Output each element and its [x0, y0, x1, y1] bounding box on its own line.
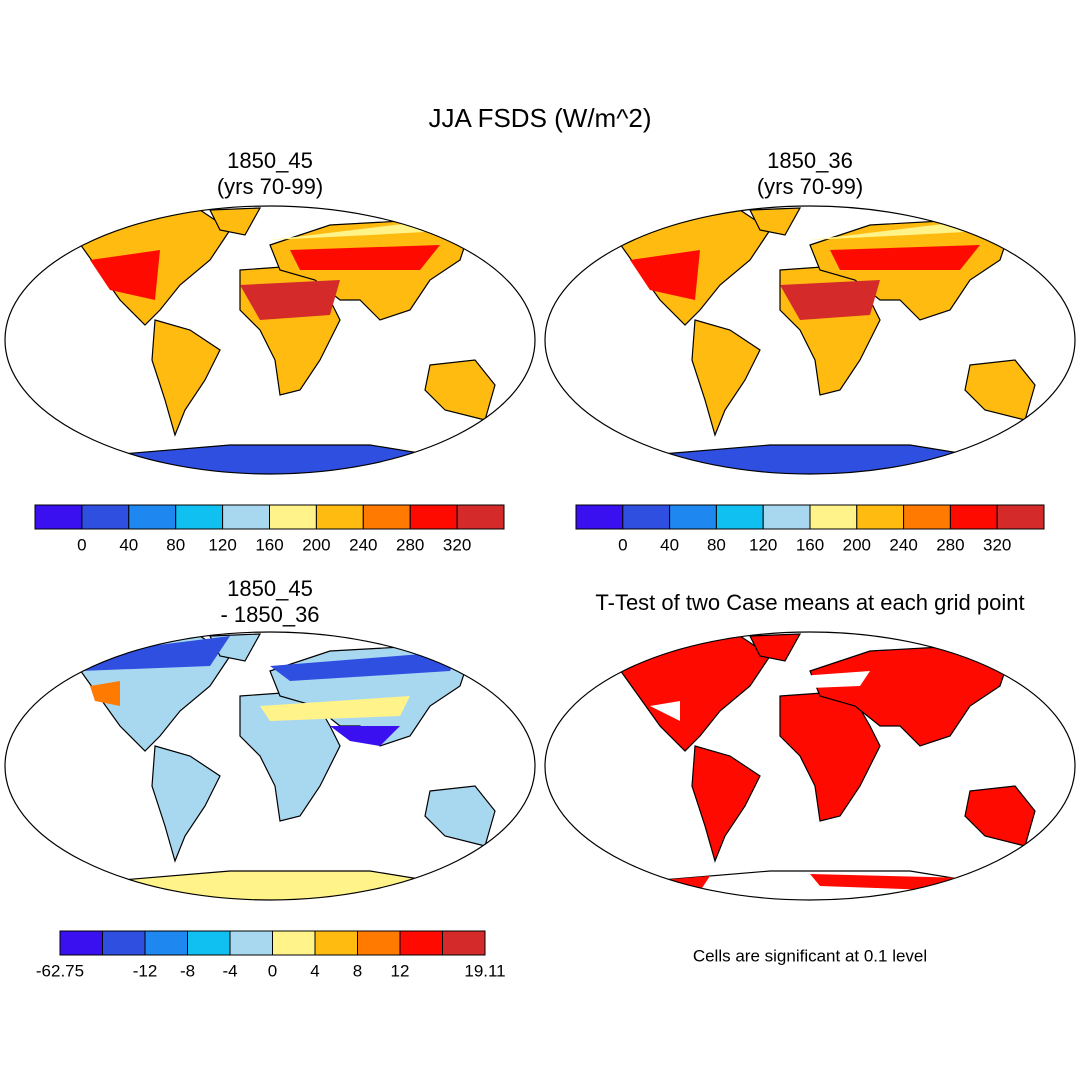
color-box — [809, 504, 858, 530]
panel-title: - 1850_36 — [220, 602, 319, 627]
color-box — [315, 504, 364, 530]
map-panel — [4, 631, 536, 901]
colorbar-label: 280 — [396, 535, 424, 554]
panel-title: 1850_36 — [767, 148, 853, 173]
color-box — [222, 504, 271, 530]
colorbar-label: 120 — [208, 535, 236, 554]
colorbar-label: 12 — [391, 961, 410, 980]
panel-title: T-Test of two Case means at each grid po… — [595, 590, 1024, 615]
color-box — [144, 930, 188, 956]
colorbar-label: -4 — [222, 961, 237, 980]
color-box — [456, 504, 505, 530]
color-box — [715, 504, 764, 530]
color-box — [362, 504, 411, 530]
panel-labels: 1850_45(yrs 70-99)1850_36(yrs 70-99)1850… — [217, 148, 1025, 966]
color-box — [187, 930, 231, 956]
colorbar-label: 200 — [302, 535, 330, 554]
color-box — [128, 504, 177, 530]
color-box — [949, 504, 998, 530]
colorbar-label: -8 — [180, 961, 195, 980]
map-panel — [544, 631, 1076, 901]
colorbar-label: 4 — [310, 961, 319, 980]
map-panel — [544, 205, 1076, 475]
panel-title: (yrs 70-99) — [757, 174, 863, 199]
panel-note: Cells are significant at 0.1 level — [693, 946, 927, 965]
colorbar-label: 280 — [936, 535, 964, 554]
color-box — [575, 504, 624, 530]
colorbar-label: 8 — [353, 961, 362, 980]
color-box — [399, 930, 443, 956]
colorbar-label: 160 — [255, 535, 283, 554]
color-box — [442, 930, 486, 956]
colorbar-label: 80 — [707, 535, 726, 554]
panel-title: 1850_45 — [227, 148, 313, 173]
figure-title: JJA FSDS (W/m^2) — [428, 103, 651, 133]
colorbar-label: 0 — [77, 535, 86, 554]
colorbar-label: -62.75 — [36, 961, 84, 980]
colorbar-label: 240 — [349, 535, 377, 554]
colorbar-label: -12 — [133, 961, 158, 980]
color-box — [357, 930, 401, 956]
panel-title: (yrs 70-99) — [217, 174, 323, 199]
colorbar-label: 0 — [268, 961, 277, 980]
color-box — [81, 504, 130, 530]
colorbar-label: 160 — [796, 535, 824, 554]
color-box — [856, 504, 905, 530]
colorbar-label: 240 — [889, 535, 917, 554]
colorbar-label: 0 — [618, 535, 627, 554]
color-box — [272, 930, 316, 956]
color-box — [229, 930, 273, 956]
color-box — [59, 930, 103, 956]
colorbar-label: 80 — [166, 535, 185, 554]
color-box — [669, 504, 717, 530]
color-box — [762, 504, 811, 530]
colorbar-label: 40 — [660, 535, 679, 554]
color-box — [622, 504, 671, 530]
color-box — [996, 504, 1045, 530]
color-box — [102, 930, 146, 956]
color-box — [409, 504, 458, 530]
color-box — [175, 504, 224, 530]
colorbars: 0 40 80 120 160 200 240 280 320 0 40 80 120 160 200 240… — [34, 504, 1045, 980]
color-box — [314, 930, 358, 956]
color-box — [269, 504, 317, 530]
colorbar-label: 120 — [749, 535, 777, 554]
color-box — [34, 504, 83, 530]
colorbar-label: 40 — [119, 535, 138, 554]
color-box — [903, 504, 951, 530]
colorbar-label: 320 — [983, 535, 1011, 554]
colorbar-label: 200 — [843, 535, 871, 554]
map-panel — [4, 205, 536, 475]
colorbar-label: 320 — [443, 535, 471, 554]
colorbar-label: 19.11 — [464, 961, 505, 980]
panel-title: 1850_45 — [227, 576, 313, 601]
